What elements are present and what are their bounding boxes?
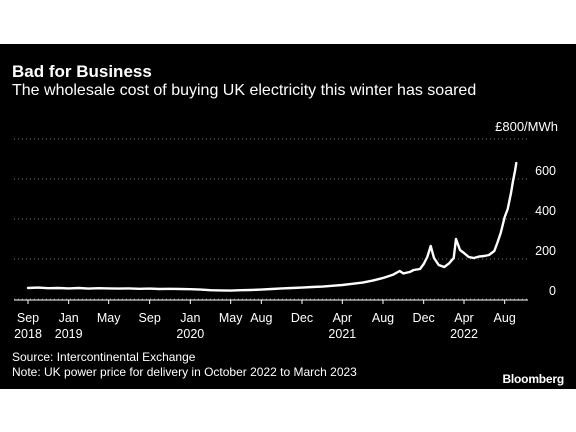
x-tick-label: Sep — [17, 311, 39, 325]
x-tick-label: Aug — [494, 311, 516, 325]
footnote: Note: UK power price for delivery in Oct… — [12, 365, 357, 379]
x-tick-label: Aug — [372, 311, 394, 325]
chart-panel: Bad for Business The wholesale cost of b… — [0, 44, 576, 389]
y-tick-label: 200 — [535, 244, 556, 258]
line-chart: 0 200 400 600 Sep 2018 Jan 2019 May Sep Jan 2020 May… — [14, 138, 556, 341]
x-tick-label: Aug — [250, 311, 272, 325]
x-tick-label: 2020 — [176, 327, 204, 341]
x-tick-label: Dec — [291, 311, 313, 325]
x-tick-label: 2021 — [328, 327, 356, 341]
y-tick-label: 600 — [535, 164, 556, 178]
x-tick-label: Dec — [413, 311, 435, 325]
x-tick-label: Jan — [59, 311, 79, 325]
x-tick-label: 2018 — [14, 327, 42, 341]
x-tick-label: Apr — [333, 311, 352, 325]
x-tick-label: May — [97, 311, 121, 325]
x-tick-label: 2019 — [55, 327, 83, 341]
x-tick-label: Sep — [139, 311, 161, 325]
y-tick-label: 0 — [549, 284, 556, 298]
chart-title: Bad for Business — [12, 62, 152, 81]
y-axis-unit-label: £800/MWh — [495, 119, 558, 134]
y-tick-label: 400 — [535, 204, 556, 218]
x-tick-label: Apr — [454, 311, 473, 325]
source-note: Source: Intercontinental Exchange — [12, 350, 196, 364]
x-tick-label: 2022 — [450, 327, 478, 341]
x-tick-label: May — [219, 311, 243, 325]
price-series-line — [26, 161, 518, 292]
bloomberg-logo: Bloomberg — [502, 372, 564, 386]
x-tick-label: Jan — [180, 311, 200, 325]
chart-subtitle: The wholesale cost of buying UK electric… — [12, 82, 477, 99]
